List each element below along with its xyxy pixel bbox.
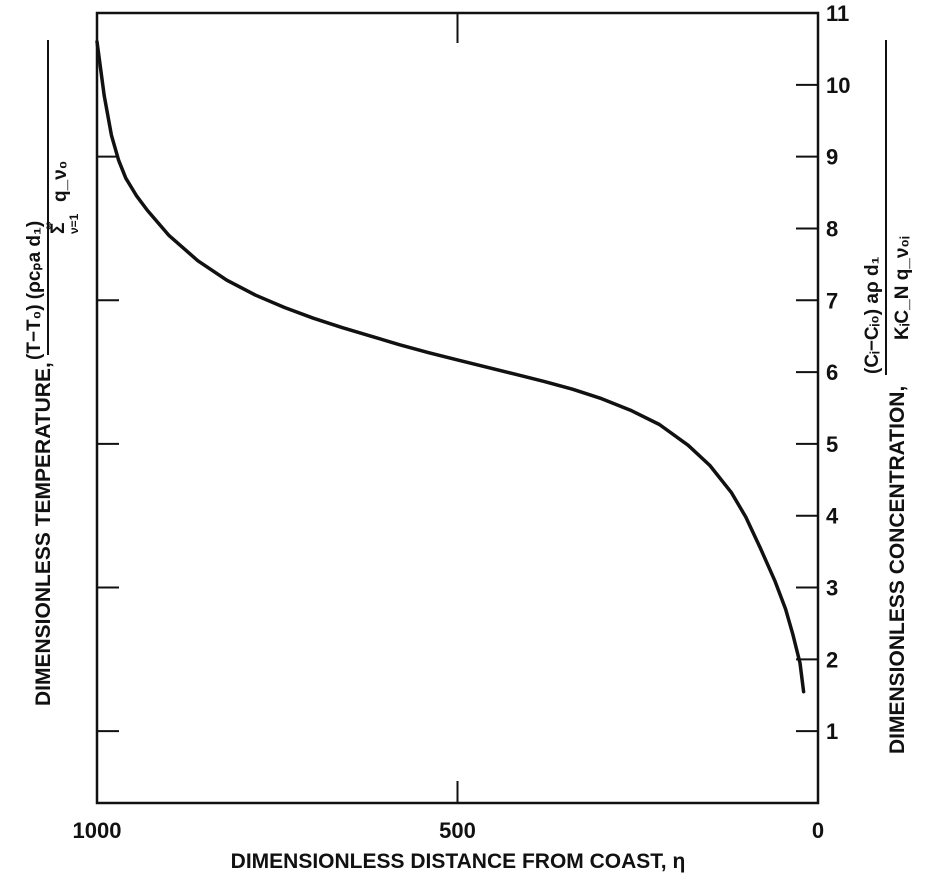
series-line: [95, 39, 806, 694]
x-tick-label: 0: [812, 818, 824, 843]
y-right-formula-numerator: (Cᵢ−Cᵢ₀) aρ d₁: [862, 256, 883, 374]
x-tick-label: 1000: [73, 818, 122, 843]
y-right-tick-label: 10: [826, 73, 850, 98]
plot-frame: [95, 11, 820, 805]
y-right-formula: (Cᵢ−Cᵢ₀) aρ d₁ KᵢC_N q_ν₀ᵢ: [862, 40, 913, 375]
y-right-title-group: DIMENSIONLESS CONCENTRATION,: [886, 386, 909, 754]
y-right-tick-label: 4: [826, 504, 839, 529]
axes: [95, 11, 820, 805]
y-left-axis-title: DIMENSIONLESS TEMPERATURE,: [32, 362, 55, 706]
y-right-tick-label: 9: [826, 145, 838, 170]
ticks: 1000 500 0 1 2 3 4 5 6 7 8 9 10 11: [73, 1, 851, 843]
y-right-axis-title: DIMENSIONLESS CONCENTRATION,: [886, 386, 909, 754]
y-right-tick-label: 6: [826, 360, 838, 385]
y-left-formula-term: q_ν₀: [50, 161, 71, 202]
y-left-formula-sum-upper: ∞: [41, 221, 55, 230]
y-left-formula: (T−T₀) (ρcₚa d₁) Σ ∞ ν=1 q_ν₀: [24, 40, 81, 360]
y-right-tick-label: 5: [826, 432, 838, 457]
y-right-tick-label: 2: [826, 647, 838, 672]
y-right-tick-label: 8: [826, 216, 838, 241]
x-axis-title: DIMENSIONLESS DISTANCE FROM COAST, η: [231, 850, 686, 873]
y-left-formula-sum-lower: ν=1: [67, 213, 81, 234]
y-right-tick-label: 1: [826, 719, 838, 744]
y-right-tick-label: 3: [826, 576, 838, 601]
y-right-tick-label: 11: [826, 1, 849, 26]
y-left-formula-sum: Σ: [48, 223, 69, 234]
y-right-tick-label: 7: [826, 288, 838, 313]
y-right-formula-denominator: KᵢC_N q_ν₀ᵢ: [892, 236, 913, 340]
x-tick-label: 500: [439, 818, 476, 843]
series: [95, 39, 806, 694]
y-left-formula-numerator: (T−T₀) (ρcₚa d₁): [24, 221, 45, 360]
y-left-title-group: DIMENSIONLESS TEMPERATURE,: [32, 362, 55, 706]
